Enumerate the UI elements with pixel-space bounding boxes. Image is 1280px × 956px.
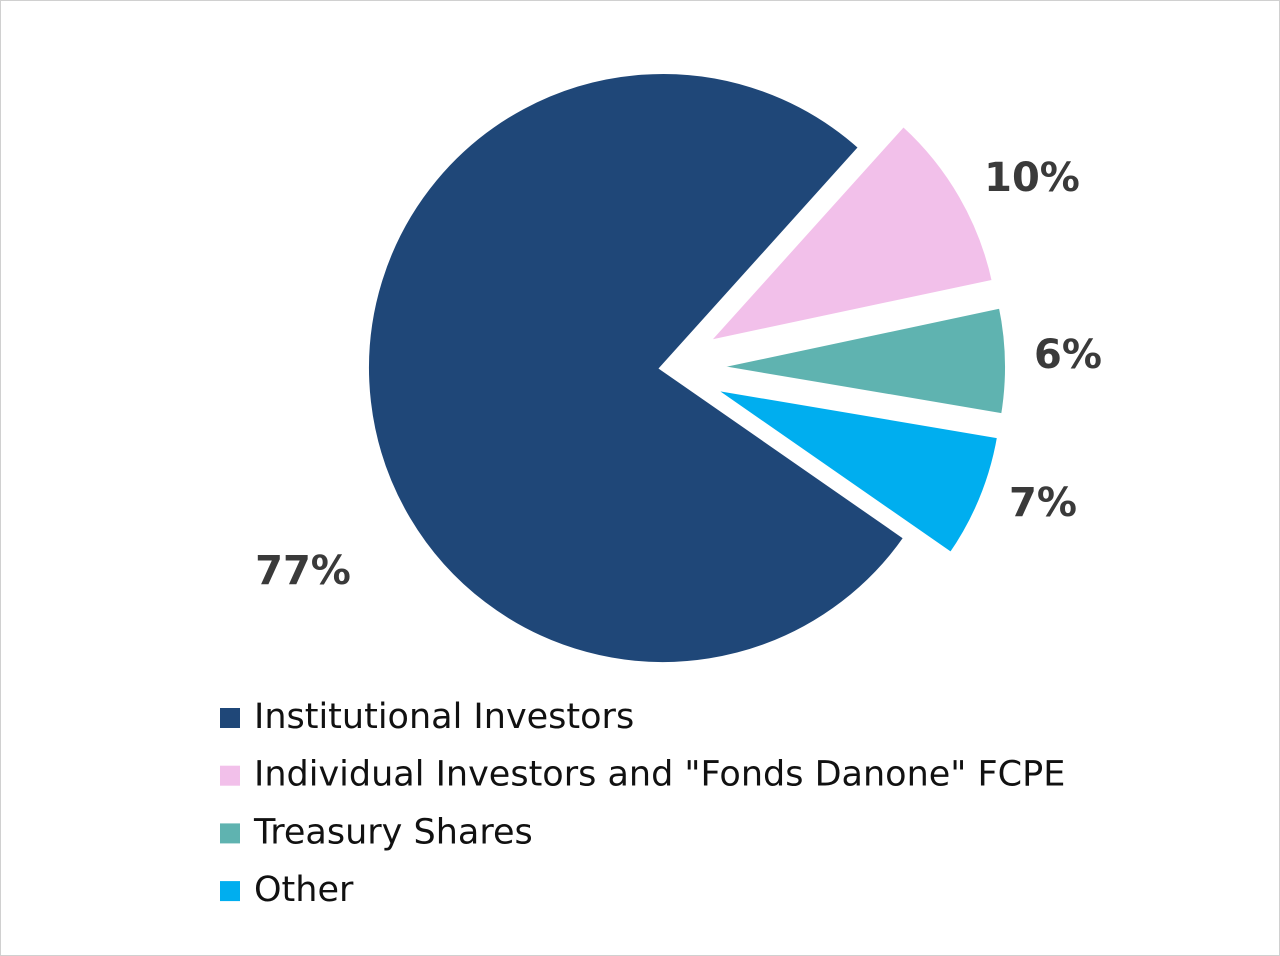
pie-slice (696, 119, 999, 349)
value-label: 10% (984, 155, 1080, 201)
pie-slice (710, 301, 1011, 420)
legend-label: Other (254, 870, 354, 910)
legend-label: Treasury Shares (253, 812, 533, 852)
legend-swatch (220, 708, 240, 728)
legend-label: Institutional Investors (254, 697, 634, 737)
pie-slice (705, 383, 1004, 560)
value-label: 7% (1009, 480, 1077, 526)
legend-swatch (220, 881, 240, 902)
value-label: 6% (1034, 332, 1102, 378)
legend-label: Individual Investors and "Fonds Danone" … (254, 755, 1065, 795)
legend-swatch (220, 823, 240, 844)
pie-slice (363, 68, 912, 668)
legend-swatch (220, 765, 240, 786)
value-label: 77% (255, 548, 351, 594)
